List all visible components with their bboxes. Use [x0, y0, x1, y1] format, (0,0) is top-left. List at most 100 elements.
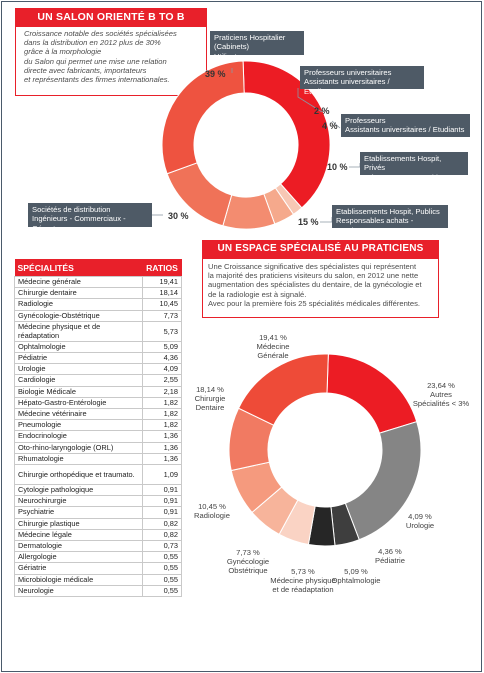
- section2-intro-line: de la radiologie est à signalé.: [208, 289, 307, 299]
- label-line: 19,41 %: [259, 333, 287, 342]
- table-row: Médecine vétérinaire 1,82: [14, 408, 182, 421]
- callout-line: Sociétés de distribution: [32, 205, 111, 214]
- callout-line: Ingénieurs - Commerciaux - Gérants: [32, 214, 126, 233]
- specialty-ratio: 4,36: [142, 352, 182, 365]
- label-line: Pédiatrie: [375, 556, 405, 566]
- specialty-ratio: 7,73: [142, 309, 182, 322]
- callout-line: Praticiens Hospitalier (Cabinets): [214, 33, 286, 52]
- callout-professeurs: Professeurs Assistants universitaires / …: [341, 114, 470, 137]
- callout-line: Professeurs: [345, 116, 386, 125]
- label-medecine-physique: 5,73 % Médecine physique et de réadaptat…: [263, 567, 343, 595]
- specialty-ratio: 1,82: [142, 396, 182, 410]
- table-row: Dermatologie 0,73: [14, 540, 182, 553]
- label-line: 5,73 %: [291, 567, 315, 576]
- table-row: Endocrinologie 1,36: [14, 430, 182, 443]
- label-medecine-generale: 19,41 % Médecine Générale: [243, 333, 303, 361]
- label-autres-specialites: 23,64 % Autres Spécialités < 3%: [404, 381, 478, 409]
- specialty-name: Allergologie: [14, 551, 143, 564]
- label-line: Médecine physique: [270, 576, 336, 586]
- label-line: Chirurgie: [194, 394, 226, 404]
- callout-line: Etablissements Hospit, Publics: [336, 207, 440, 216]
- specialty-ratio: 4,09: [142, 363, 182, 376]
- label-line: 10,45 %: [198, 502, 226, 511]
- pct-label-hospitaliers: 39 %: [205, 69, 226, 79]
- label-radiologie: 10,45 % Radiologie: [188, 502, 236, 520]
- specialty-ratio: 1,82: [142, 419, 182, 432]
- specialty-ratio: 0,91: [142, 495, 182, 508]
- specialty-name: Chirurgie orthopédique et traumato.: [14, 464, 143, 486]
- specialty-name: Neurologie: [14, 584, 143, 598]
- specialty-name: Cytologie pathologique: [14, 484, 143, 497]
- table-row: Psychiatrie 0,91: [14, 506, 182, 519]
- specialty-name: Oto-rhino-laryngologie (ORL): [14, 441, 143, 454]
- table-row: Pneumologie 1,82: [14, 419, 182, 432]
- specialty-ratio: 0,82: [142, 528, 182, 542]
- specialty-name: Biologie Médicale: [14, 385, 143, 398]
- label-line: Dentaire: [195, 403, 225, 413]
- table-row: Neurologie 0,55: [14, 584, 182, 598]
- specialty-name: Endocrinologie: [14, 430, 143, 443]
- table-row: Oto-rhino-laryngologie (ORL) 1,36: [14, 441, 182, 454]
- label-line: Spécialités < 3%: [412, 399, 470, 409]
- label-line: Ophtalmologie: [331, 576, 381, 586]
- table-row: Gynécologie-Obstétrique 7,73: [14, 309, 182, 322]
- specialty-ratio: 0,82: [142, 517, 182, 530]
- section2-intro-line: Une Croissance significative des spécial…: [208, 262, 417, 271]
- specialty-name: Psychiatrie: [14, 506, 143, 519]
- specialty-ratio: 0,55: [142, 551, 182, 564]
- table-row: Hépato-Gastro-Entérologie 1,82: [14, 396, 182, 410]
- specialty-name: Médecine légale: [14, 528, 143, 542]
- table-row: Pédiatrie 4,36: [14, 352, 182, 365]
- specialty-name: Cardiologie: [14, 374, 143, 387]
- specialty-name: Médecine vétérinaire: [14, 408, 143, 421]
- table-row: Urologie 4,09: [14, 363, 182, 376]
- specialty-ratio: 19,41: [142, 275, 182, 289]
- table-row: Cytologie pathologique 0,91: [14, 484, 182, 497]
- section1-intro-line: et représentants des firmes internationa…: [24, 75, 170, 85]
- specialty-name: Gériatrie: [14, 562, 143, 575]
- label-line: Générale: [257, 351, 289, 361]
- label-line: Urologie: [405, 521, 435, 531]
- leader-line: [331, 120, 341, 129]
- label-line: Obstétrique: [228, 566, 268, 576]
- label-line: Radiologie: [194, 511, 230, 521]
- specialty-name: Pédiatrie: [14, 352, 143, 365]
- specialty-name: Chirurgie plastique: [14, 517, 143, 530]
- leader-line: [320, 217, 333, 223]
- specialty-ratio: 1,09: [142, 464, 182, 486]
- section1-intro-line: directe avec fabricants, importateurs: [24, 65, 147, 75]
- section2-intro-box: [202, 258, 439, 318]
- label-line: 23,64 %: [427, 381, 455, 390]
- table-header-specialites: SPÉCIALITÉS: [14, 259, 143, 277]
- section1-intro-line: du Salon qui permet une mise une relatio…: [24, 56, 167, 66]
- section1-intro: Croissance notable des sociétés spéciali…: [24, 29, 204, 84]
- section1-intro-box: [15, 26, 207, 96]
- label-line: 4,09 %: [408, 512, 432, 521]
- specialty-ratio: 5,09: [142, 340, 182, 354]
- label-line: et de réadaptation: [272, 585, 334, 595]
- specialty-ratio: 0,91: [142, 484, 182, 497]
- section2-intro-line: la majorité des praticiens visiteurs du …: [208, 271, 419, 281]
- table-row: Cardiologie 2,55: [14, 374, 182, 387]
- callout-distribution: Sociétés de distribution Ingénieurs - Co…: [28, 203, 152, 233]
- donut-chart-specialties-slices: [228, 353, 422, 547]
- table-row: Allergologie 0,55: [14, 551, 182, 564]
- specialty-ratio: 2,18: [142, 385, 182, 398]
- donut-slice: [237, 353, 329, 426]
- specialty-ratio: 0,91: [142, 506, 182, 519]
- specialty-ratio: 18,14: [142, 287, 182, 300]
- specialty-name: Radiologie: [14, 298, 143, 311]
- specialty-ratio: 0,55: [142, 584, 182, 598]
- table-row: Médecine générale 19,41: [14, 275, 182, 289]
- specialty-name: Chirurgie dentaire: [14, 287, 143, 300]
- label-line: Médecine: [256, 342, 290, 352]
- table-row: Biologie Médicale 2,18: [14, 385, 182, 398]
- section2-intro: Une Croissance significative des spécial…: [208, 262, 438, 308]
- leader-line: [297, 88, 323, 113]
- specialty-name: Gynécologie-Obstétrique: [14, 309, 143, 322]
- label-line: Gynécologie: [226, 557, 270, 567]
- section2-intro-line: augmentation des spécialistes du dentair…: [208, 280, 422, 290]
- label-gynecologie: 7,73 % Gynécologie Obstétrique: [218, 548, 278, 576]
- section1-intro-line: dans la distribution en 2012 plus de 30%: [24, 38, 161, 48]
